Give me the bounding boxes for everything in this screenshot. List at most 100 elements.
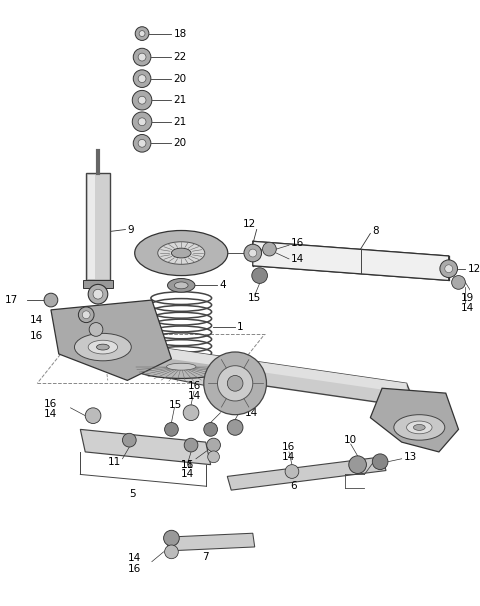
Polygon shape: [253, 241, 449, 281]
Polygon shape: [103, 339, 407, 393]
Circle shape: [165, 545, 178, 559]
Circle shape: [133, 48, 151, 66]
Text: 16: 16: [181, 460, 194, 470]
Ellipse shape: [74, 333, 132, 361]
Circle shape: [204, 422, 217, 436]
Text: 4: 4: [219, 281, 226, 290]
FancyBboxPatch shape: [88, 175, 95, 279]
Circle shape: [122, 433, 136, 447]
Polygon shape: [110, 354, 233, 391]
Text: 11: 11: [181, 460, 194, 470]
Text: 14: 14: [188, 391, 201, 401]
Text: 11: 11: [108, 457, 121, 467]
Circle shape: [44, 293, 58, 307]
Text: 16: 16: [44, 399, 57, 409]
Text: 14: 14: [127, 553, 141, 563]
Circle shape: [372, 454, 388, 470]
Circle shape: [135, 27, 149, 41]
Circle shape: [252, 268, 267, 284]
Circle shape: [78, 307, 94, 322]
Circle shape: [132, 90, 152, 110]
Circle shape: [445, 265, 453, 273]
Circle shape: [217, 365, 253, 401]
Circle shape: [452, 276, 466, 289]
Circle shape: [228, 419, 243, 435]
Circle shape: [183, 405, 199, 421]
Ellipse shape: [168, 279, 195, 292]
Circle shape: [138, 139, 146, 147]
Text: 20: 20: [173, 74, 187, 84]
Ellipse shape: [88, 340, 118, 354]
Text: 22: 22: [173, 52, 187, 62]
Text: 15: 15: [222, 405, 236, 415]
Text: 19: 19: [460, 293, 474, 303]
Circle shape: [88, 284, 108, 304]
Text: 14: 14: [44, 408, 57, 419]
Text: 14: 14: [181, 470, 194, 479]
Ellipse shape: [167, 363, 196, 370]
Circle shape: [133, 70, 151, 87]
Circle shape: [349, 456, 366, 473]
Text: 9: 9: [127, 224, 134, 235]
Ellipse shape: [174, 282, 188, 289]
Text: 8: 8: [372, 227, 379, 236]
Text: 10: 10: [344, 435, 357, 445]
Ellipse shape: [394, 415, 445, 440]
Text: 15: 15: [248, 293, 261, 303]
Polygon shape: [167, 533, 255, 551]
Polygon shape: [51, 300, 171, 381]
Text: 14: 14: [245, 408, 258, 418]
Circle shape: [133, 135, 151, 152]
Text: 3: 3: [255, 248, 261, 258]
Circle shape: [138, 53, 146, 61]
Circle shape: [138, 96, 146, 104]
Circle shape: [165, 422, 178, 436]
Ellipse shape: [171, 248, 191, 258]
Text: 18: 18: [173, 28, 187, 39]
Text: 14: 14: [291, 254, 304, 264]
Ellipse shape: [135, 230, 228, 276]
Text: 16: 16: [188, 381, 201, 391]
Circle shape: [184, 438, 198, 452]
Polygon shape: [371, 388, 458, 452]
Text: 15: 15: [168, 400, 182, 410]
Circle shape: [244, 244, 262, 262]
Text: 16: 16: [291, 238, 304, 248]
FancyBboxPatch shape: [86, 173, 110, 281]
FancyBboxPatch shape: [83, 281, 113, 288]
Text: 14: 14: [29, 315, 43, 325]
Circle shape: [93, 289, 103, 299]
Text: 16: 16: [127, 564, 141, 573]
Circle shape: [228, 376, 243, 391]
Text: 12: 12: [243, 219, 256, 228]
Text: 17: 17: [5, 295, 18, 305]
Circle shape: [132, 112, 152, 132]
Ellipse shape: [413, 424, 425, 430]
Circle shape: [204, 352, 266, 415]
Circle shape: [249, 249, 257, 257]
Circle shape: [164, 530, 180, 546]
Circle shape: [263, 242, 276, 256]
Circle shape: [85, 408, 101, 424]
Circle shape: [138, 75, 146, 82]
Ellipse shape: [96, 344, 109, 350]
Text: 16: 16: [245, 397, 258, 407]
Text: 7: 7: [203, 551, 209, 562]
Circle shape: [207, 438, 220, 452]
Text: 6: 6: [290, 481, 297, 491]
Text: 16: 16: [29, 331, 43, 341]
Circle shape: [208, 451, 219, 463]
Circle shape: [440, 260, 457, 278]
Polygon shape: [228, 457, 386, 490]
Polygon shape: [80, 430, 211, 465]
Text: 13: 13: [404, 452, 417, 462]
Ellipse shape: [407, 421, 432, 434]
Text: 12: 12: [468, 264, 480, 274]
Circle shape: [138, 118, 146, 125]
Ellipse shape: [158, 242, 205, 264]
Text: 14: 14: [282, 452, 295, 462]
Circle shape: [139, 31, 145, 36]
Circle shape: [89, 322, 103, 336]
Text: 14: 14: [460, 303, 474, 313]
Text: 21: 21: [173, 95, 187, 105]
